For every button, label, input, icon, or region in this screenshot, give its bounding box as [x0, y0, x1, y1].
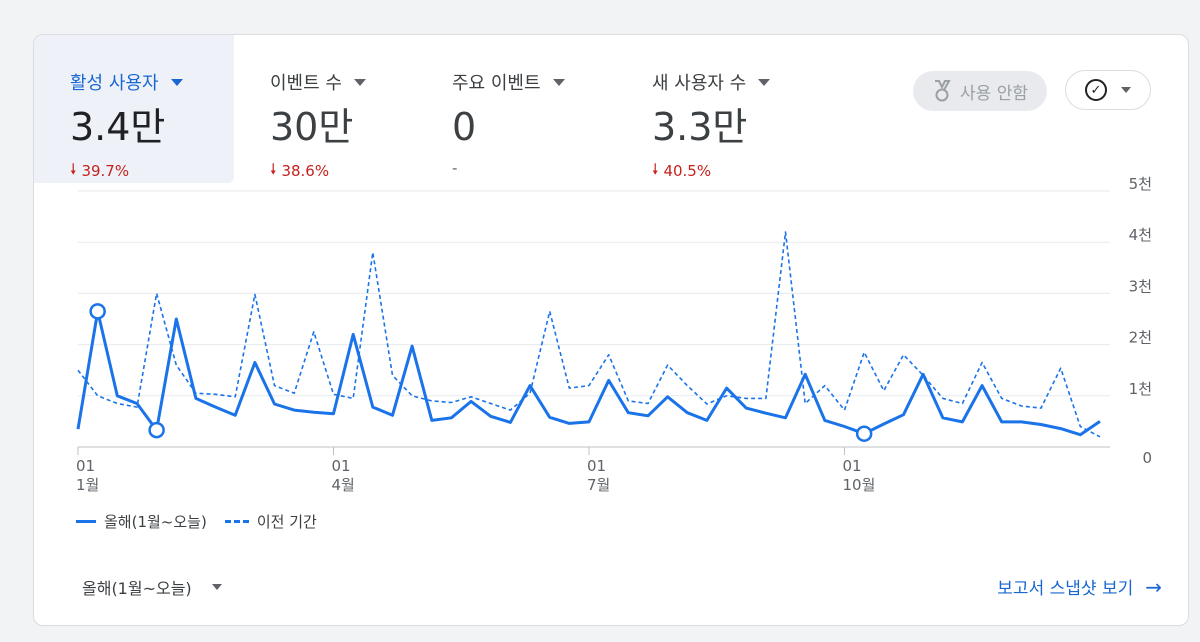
series-line-previous — [77, 231, 1101, 438]
legend-item-previous: 이전 기간 — [224, 511, 317, 532]
metric-change: 40.5% — [663, 162, 712, 181]
series-line-current — [76, 309, 1101, 437]
medal-icon — [935, 80, 951, 102]
metric-tab-new-users[interactable]: 새 사용자 수 3.3만 🠗 40.5% — [616, 35, 836, 183]
legend-dashed-swatch — [224, 520, 249, 523]
metric-change: 38.6% — [281, 162, 330, 181]
arrow-down-icon: 🠗 — [652, 159, 659, 178]
x-tick-month: 10월 — [843, 476, 876, 494]
x-tick-day: 01 — [76, 457, 95, 475]
y-tick-label: 3천 — [1129, 277, 1152, 295]
x-tick-day: 01 — [587, 457, 606, 475]
view-report-snapshot-link[interactable]: 보고서 스냅샷 보기 → — [997, 574, 1162, 600]
check-circle-icon: ✓ — [1085, 79, 1107, 101]
metric-change: - — [452, 158, 458, 177]
arrow-right-icon: → — [1145, 574, 1162, 599]
chart-legend: 올해(1월~오늘) 이전 기간 — [76, 511, 317, 532]
x-tick-day: 01 — [332, 457, 351, 475]
date-range-label: 올해(1월~오늘) — [82, 579, 192, 598]
chevron-down-icon — [552, 78, 565, 86]
metric-label: 새 사용자 수 — [652, 73, 747, 94]
chevron-down-icon — [353, 78, 366, 86]
chevron-down-icon — [758, 78, 771, 86]
y-tick-label: 1천 — [1129, 380, 1152, 398]
chevron-down-icon — [170, 78, 183, 86]
arrow-down-icon: 🠗 — [270, 159, 277, 178]
chevron-down-icon — [211, 584, 222, 590]
disabled-label: 사용 안함 — [960, 83, 1028, 104]
legend-label-previous: 이전 기간 — [256, 513, 317, 531]
disabled-insight-button[interactable]: 사용 안함 — [913, 71, 1047, 111]
x-tick-month: 1월 — [76, 476, 99, 494]
legend-solid-swatch — [76, 520, 96, 523]
metric-change: 39.7% — [81, 162, 130, 181]
metric-tab-active-users[interactable]: 활성 사용자 3.4만 🠗 39.7% — [34, 35, 234, 183]
metric-label: 주요 이벤트 — [452, 73, 541, 94]
chevron-down-icon — [1121, 87, 1131, 93]
report-card: 활성 사용자 3.4만 🠗 39.7% 이벤트 수 30만 🠗 38.6% 주요… — [33, 34, 1189, 626]
metric-value: 30만 — [270, 105, 354, 149]
y-tick-label: 0 — [1142, 449, 1152, 467]
x-tick-day: 01 — [843, 457, 862, 475]
legend-item-current: 올해(1월~오늘) — [76, 511, 207, 532]
metric-value: 0 — [452, 105, 477, 149]
highlight-point — [89, 303, 106, 320]
y-tick-label: 2천 — [1129, 329, 1152, 347]
y-tick-label: 5천 — [1129, 175, 1152, 193]
metric-tab-event-count[interactable]: 이벤트 수 30만 🠗 38.6% — [234, 35, 416, 183]
date-range-select[interactable]: 올해(1월~오늘) — [82, 575, 222, 599]
view-report-label: 보고서 스냅샷 보기 — [997, 579, 1134, 599]
metric-value: 3.3만 — [652, 105, 748, 149]
x-tick-month: 4월 — [332, 476, 355, 494]
arrow-down-icon: 🠗 — [70, 159, 77, 178]
highlight-point — [855, 425, 873, 442]
metric-label: 이벤트 수 — [270, 73, 342, 94]
highlight-point — [148, 421, 165, 439]
x-tick-month: 7월 — [587, 476, 610, 494]
y-tick-label: 4천 — [1129, 226, 1152, 244]
metric-label: 활성 사용자 — [70, 73, 159, 94]
metric-tab-key-events[interactable]: 주요 이벤트 0 - — [416, 35, 616, 183]
metric-value: 3.4만 — [70, 105, 166, 149]
compare-toggle-select[interactable]: ✓ — [1065, 70, 1151, 110]
legend-label-current: 올해(1월~오늘) — [104, 513, 207, 531]
